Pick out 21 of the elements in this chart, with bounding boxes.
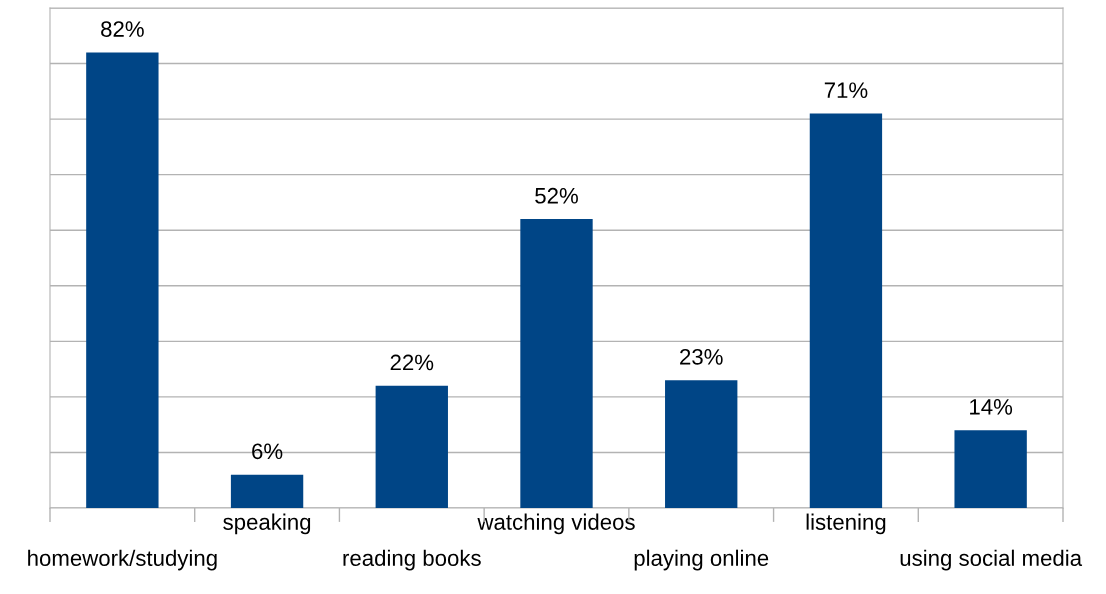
data-label: 23% [680,348,723,365]
data-label: 22% [390,354,434,371]
data-label: 14% [970,399,1013,415]
x-tick-label: using social media [900,549,1083,571]
bar [954,430,1027,508]
data-label: 6% [252,443,283,460]
x-tick-label: listening [806,513,886,535]
x-tick-label: reading books [343,549,481,571]
data-label: 71% [824,82,868,98]
data-label: 52% [535,187,578,204]
x-tick-label: speaking [223,513,311,535]
bar [375,385,448,508]
bar [230,474,304,508]
bar [665,380,738,508]
x-tick-label: homework/studying [28,549,217,571]
bar [520,219,593,508]
bar [809,113,883,508]
x-tick-label: playing online [634,549,769,571]
x-tick-label: watching videos [477,513,635,535]
data-label: 82% [101,21,144,37]
bar [86,52,159,508]
